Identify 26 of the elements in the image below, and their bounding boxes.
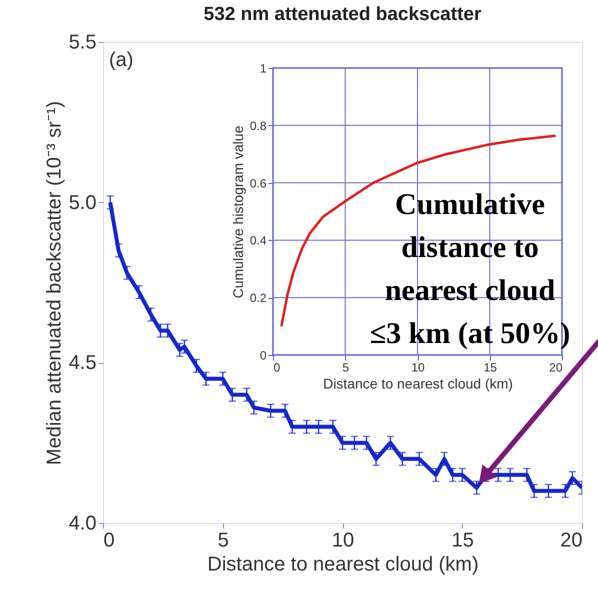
- x-tick-label: 5: [342, 360, 350, 374]
- x-tick-label: 20: [560, 530, 582, 552]
- y-tick-label: 0.6: [250, 176, 267, 190]
- y-tick-label: 1: [260, 62, 267, 76]
- x-axis-title: Distance to nearest cloud (km): [207, 554, 479, 576]
- chart-title: 532 nm attenuated backscatter: [204, 4, 482, 25]
- y-tick-label: 5.0: [68, 192, 96, 214]
- y-tick-label: 0.4: [250, 234, 267, 248]
- y-tick-label: 4.5: [68, 352, 96, 374]
- x-tick-label: 15: [484, 360, 498, 374]
- x-tick-label: 20: [549, 360, 563, 374]
- x-axis-title: Distance to nearest cloud (km): [323, 376, 513, 392]
- y-tick-label: 0: [260, 348, 267, 362]
- x-tick-label: 0: [104, 530, 115, 552]
- x-tick-label: 10: [411, 360, 425, 374]
- annotation: (a): [109, 49, 134, 71]
- y-tick-label: 0.2: [250, 291, 267, 306]
- y-tick-label: 0.8: [250, 118, 267, 133]
- y-axis-title: Median attenuated backscatter (10⁻³ sr⁻¹): [44, 100, 66, 466]
- x-tick-label: 15: [452, 530, 474, 552]
- x-tick-label: 10: [332, 530, 354, 552]
- y-axis-title: Cumulative histogram value: [230, 125, 246, 298]
- y-tick-label: 4.0: [68, 512, 96, 534]
- y-tick-label: 5.5: [68, 32, 96, 54]
- x-tick-label: 5: [218, 530, 229, 552]
- x-tick-label: 0: [274, 360, 280, 374]
